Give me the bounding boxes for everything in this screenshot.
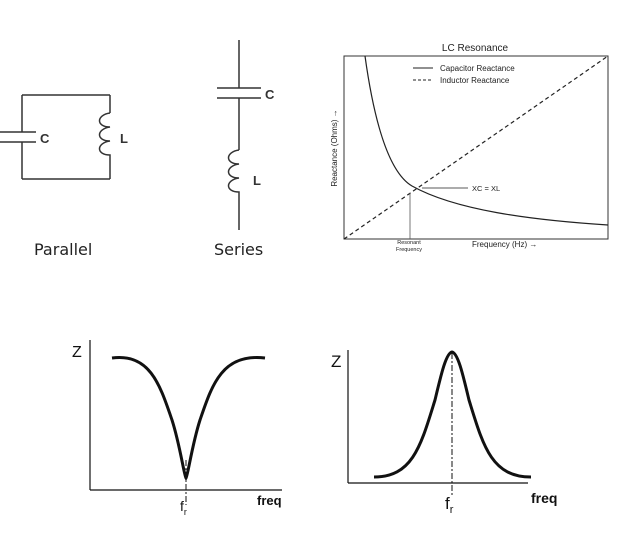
- capacitor-reactance-curve: [364, 55, 609, 226]
- legend-inductor-label: Inductor Reactance: [440, 76, 510, 85]
- parallel-circuit-diagram: C L: [0, 94, 128, 180]
- peak-y-label: Z: [331, 352, 341, 371]
- peak-fr-main: f: [445, 494, 450, 513]
- series-impedance-plot: Z freq fr: [72, 340, 282, 517]
- parallel-ind-label: L: [120, 131, 128, 146]
- lc-x-axis-label: Frequency (Hz) →: [472, 240, 537, 249]
- parallel-caption: Parallel: [34, 240, 93, 259]
- legend-capacitor-label: Capacitor Reactance: [440, 64, 515, 73]
- parallel-inductor-coil: [98, 112, 111, 159]
- resonant-label-1: Resonant: [397, 240, 421, 246]
- dip-fr-sub: r: [184, 507, 187, 517]
- impedance-dip-curve: [111, 356, 266, 481]
- series-cap-label: C: [265, 87, 275, 102]
- lc-y-axis-label: Reactance (Ohms) →: [330, 109, 339, 186]
- dip-fr-main: f: [180, 498, 184, 514]
- impedance-peak-curve: [373, 350, 532, 479]
- series-caption: Series: [214, 240, 264, 259]
- parallel-impedance-plot: Z freq fr: [331, 350, 557, 516]
- dip-x-label: freq: [257, 493, 282, 508]
- lc-chart-title: LC Resonance: [442, 43, 509, 54]
- xc-xl-annotation: XC = XL: [472, 184, 500, 193]
- series-ind-label: L: [253, 173, 261, 188]
- resonant-label-2: Frequency: [396, 247, 422, 253]
- parallel-cap-label: C: [40, 131, 50, 146]
- peak-fr-label: fr: [445, 494, 454, 516]
- inductor-reactance-line: [343, 55, 609, 240]
- series-circuit-diagram: C L: [217, 40, 275, 230]
- peak-x-label: freq: [531, 490, 557, 506]
- dip-fr-label: fr: [180, 498, 187, 517]
- lc-resonance-chart: LC Resonance Capacitor Reactance Inducto…: [330, 43, 609, 253]
- dip-y-label: Z: [72, 344, 82, 361]
- series-inductor-coil: [227, 149, 240, 198]
- peak-fr-sub: r: [450, 504, 454, 516]
